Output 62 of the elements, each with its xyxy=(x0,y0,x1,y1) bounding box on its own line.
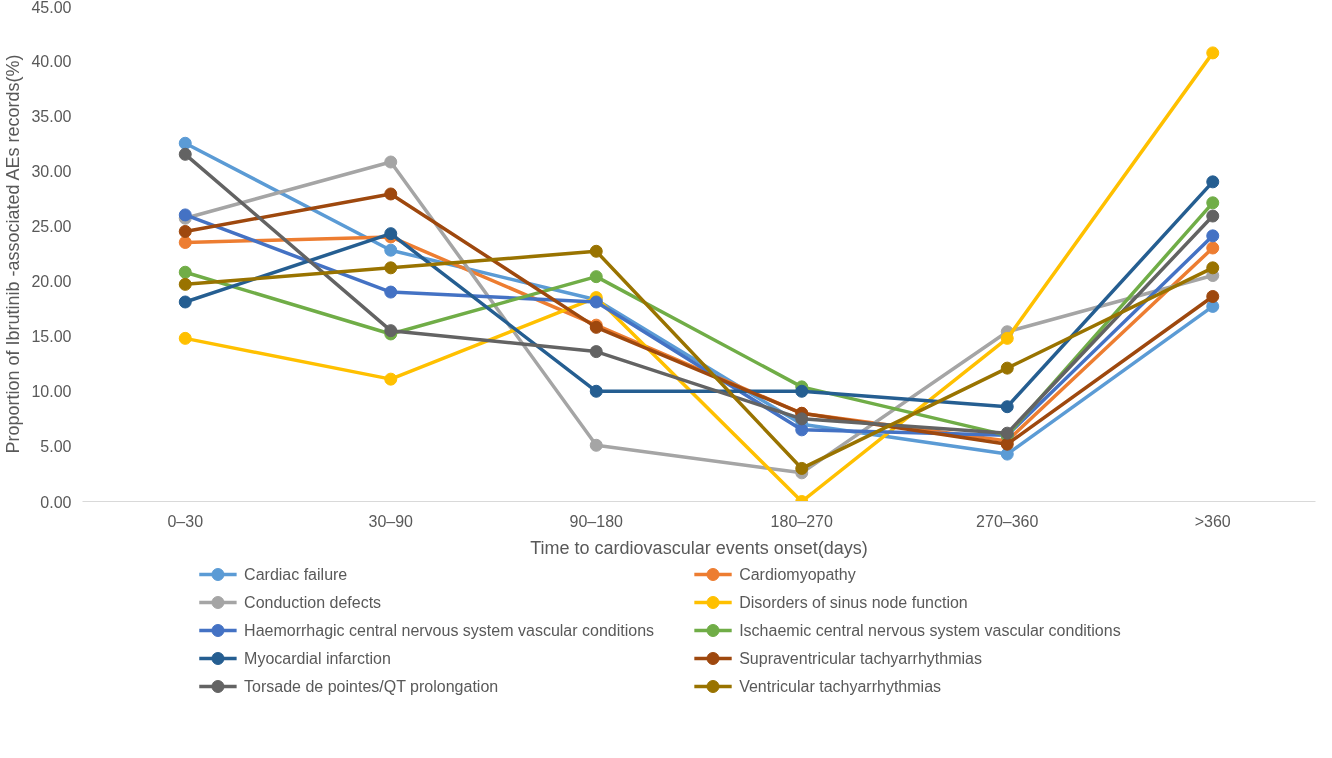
legend-label: Ventricular tachyarrhythmias xyxy=(739,678,942,695)
legend-label: Ischaemic central nervous system vascular conditions xyxy=(739,622,1121,639)
y-tick-label: 15.00 xyxy=(31,328,72,346)
point xyxy=(384,372,398,386)
y-tick-label: 10.00 xyxy=(31,383,72,401)
x-tick-label: 90–180 xyxy=(569,512,624,530)
point xyxy=(589,345,603,359)
point xyxy=(384,261,398,275)
legend-label: Torsade de pointes/QT prolongation xyxy=(244,678,499,695)
y-axis-title: Proportion of Ibrutinib -associated AEs records(%) xyxy=(3,54,24,454)
point xyxy=(1206,229,1220,243)
legend-label: Disorders of sinus node function xyxy=(739,594,968,611)
legend-label: Conduction defects xyxy=(244,594,382,611)
legend-label: Supraventricular tachyarrhythmias xyxy=(739,650,982,667)
point xyxy=(178,147,192,161)
legend-label: Myocardial infarction xyxy=(244,650,391,667)
point xyxy=(384,187,398,201)
point xyxy=(795,423,809,437)
point xyxy=(589,438,603,452)
point xyxy=(1206,209,1220,223)
point xyxy=(1206,290,1220,303)
point xyxy=(589,384,603,398)
point xyxy=(1000,331,1014,345)
y-tick-label: 45.00 xyxy=(31,0,72,16)
legend-label: Cardiomyopathy xyxy=(739,566,856,583)
y-tick-label: 5.00 xyxy=(40,438,72,456)
point xyxy=(795,412,809,426)
point xyxy=(795,384,809,398)
y-tick-label: 30.00 xyxy=(31,162,72,180)
point xyxy=(795,461,809,475)
point xyxy=(384,285,398,299)
y-tick-label: 25.00 xyxy=(31,217,72,235)
point xyxy=(1206,196,1220,210)
x-axis-title: Time to cardiovascular events onset(days) xyxy=(530,537,868,558)
point xyxy=(589,244,603,258)
y-tick-label: 20.00 xyxy=(31,273,72,291)
point xyxy=(178,224,192,238)
point xyxy=(1206,261,1220,275)
point xyxy=(589,270,603,284)
x-tick-label: 180–270 xyxy=(770,512,833,530)
x-tick-label: >360 xyxy=(1194,512,1231,530)
point xyxy=(1000,361,1014,375)
point xyxy=(384,243,398,257)
legend-label: Haemorrhagic central nervous system vascular conditions xyxy=(244,622,655,639)
x-tick-label: 30–90 xyxy=(368,512,414,530)
y-tick-label: 0.00 xyxy=(40,493,72,511)
x-tick-label: 270–360 xyxy=(976,512,1039,530)
point xyxy=(1206,175,1220,189)
y-tick-label: 35.00 xyxy=(31,107,72,125)
point xyxy=(178,136,192,150)
point xyxy=(1206,241,1220,255)
point xyxy=(178,295,192,309)
point xyxy=(178,277,192,291)
legend-label: Cardiac failure xyxy=(244,566,348,583)
point xyxy=(178,331,192,345)
point xyxy=(1206,46,1220,60)
x-tick-label: 0–30 xyxy=(167,512,204,530)
y-tick-label: 40.00 xyxy=(31,52,72,70)
point xyxy=(178,235,192,249)
point xyxy=(384,155,398,169)
point xyxy=(1000,400,1014,414)
point xyxy=(178,265,192,279)
